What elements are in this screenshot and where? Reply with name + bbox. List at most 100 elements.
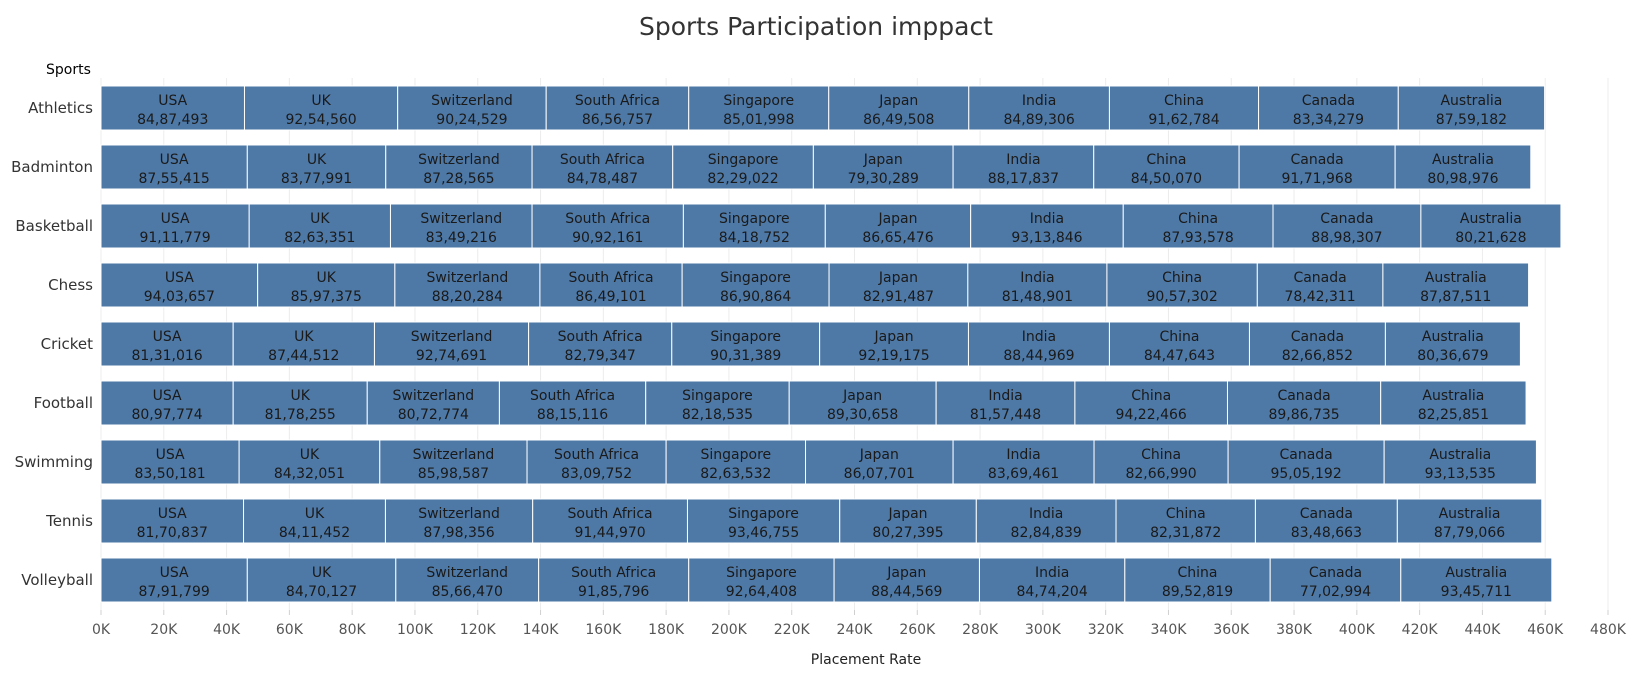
segment-value-label: 82,66,852 bbox=[1282, 348, 1353, 364]
row-label: Swimming bbox=[15, 453, 93, 471]
bar-segment bbox=[1238, 144, 1396, 190]
segment-value-label: 88,44,969 bbox=[1003, 348, 1074, 364]
bar-segment bbox=[373, 321, 530, 367]
row-label: Football bbox=[34, 394, 93, 412]
bar-segment bbox=[824, 203, 972, 249]
segment-value-label: 95,05,192 bbox=[1270, 466, 1341, 482]
segment-value-label: 81,78,255 bbox=[265, 407, 336, 423]
bar-segment bbox=[246, 144, 387, 190]
segment-value-label: 82,66,990 bbox=[1125, 466, 1196, 482]
x-axis: 0K 20K 40K 60K 80K 100K 120K 140K 160K 180K 200K 22… bbox=[92, 610, 1627, 638]
segment-country-label: Australia bbox=[1425, 270, 1487, 286]
bar-segment bbox=[970, 203, 1124, 249]
bar-segment bbox=[935, 380, 1076, 426]
segment-value-label: 83,69,461 bbox=[988, 466, 1059, 482]
segment-country-label: Canada bbox=[1290, 152, 1343, 168]
segment-value-label: 92,19,175 bbox=[858, 348, 929, 364]
x-tick-label: 60K bbox=[276, 622, 304, 638]
segment-country-label: Canada bbox=[1320, 211, 1373, 227]
bar-segment bbox=[385, 144, 533, 190]
segment-country-label: South Africa bbox=[565, 211, 650, 227]
x-tick-label: 140K bbox=[523, 622, 560, 638]
segment-country-label: UK bbox=[317, 270, 337, 286]
bar-segment bbox=[1108, 321, 1250, 367]
segment-value-label: 91,44,970 bbox=[574, 525, 645, 541]
segment-country-label: Australia bbox=[1432, 152, 1494, 168]
segment-country-label: Australia bbox=[1422, 388, 1484, 404]
segment-value-label: 87,87,511 bbox=[1420, 289, 1491, 305]
row-label: Basketball bbox=[15, 217, 93, 235]
segment-value-label: 89,52,819 bbox=[1162, 584, 1233, 600]
segment-value-label: 82,31,872 bbox=[1150, 525, 1221, 541]
segment-country-label: India bbox=[1006, 447, 1040, 463]
bar-segment bbox=[1269, 557, 1402, 603]
segment-country-label: Switzerland bbox=[418, 506, 500, 522]
segment-value-label: 84,32,051 bbox=[274, 466, 345, 482]
x-tick-label: 160K bbox=[585, 622, 622, 638]
segment-country-label: Singapore bbox=[728, 506, 799, 522]
segment-value-label: 84,74,204 bbox=[1017, 584, 1088, 600]
segment-country-label: Singapore bbox=[710, 329, 781, 345]
bar-segment bbox=[384, 498, 534, 544]
segment-value-label: 93,46,755 bbox=[728, 525, 799, 541]
segment-country-label: South Africa bbox=[568, 506, 653, 522]
bar-segment bbox=[1272, 203, 1422, 249]
x-tick-label: 200K bbox=[711, 622, 748, 638]
segment-value-label: 90,24,529 bbox=[436, 112, 507, 128]
segment-value-label: 84,18,752 bbox=[719, 230, 790, 246]
bar-segment bbox=[243, 85, 399, 131]
segment-value-label: 84,70,127 bbox=[286, 584, 357, 600]
segment-value-label: 82,29,022 bbox=[707, 171, 778, 187]
bar-segment bbox=[498, 380, 647, 426]
bar-segment bbox=[538, 557, 690, 603]
segment-country-label: Switzerland bbox=[413, 447, 495, 463]
row-header-label: Sports bbox=[46, 62, 91, 78]
chart-title: Sports Participation imppact bbox=[639, 12, 993, 41]
x-axis-title: Placement Rate bbox=[811, 652, 921, 668]
segment-country-label: South Africa bbox=[530, 388, 615, 404]
segment-value-label: 83,77,991 bbox=[281, 171, 352, 187]
segment-value-label: 84,78,487 bbox=[567, 171, 638, 187]
segment-value-label: 91,62,784 bbox=[1148, 112, 1219, 128]
segment-country-label: UK bbox=[310, 211, 330, 227]
bar-segment bbox=[100, 144, 248, 190]
bar-segment bbox=[100, 439, 240, 485]
x-tick-label: 120K bbox=[460, 622, 497, 638]
segment-country-label: India bbox=[1022, 329, 1056, 345]
segment-value-label: 82,63,351 bbox=[284, 230, 355, 246]
bar-segment bbox=[805, 439, 954, 485]
segment-country-label: Canada bbox=[1293, 270, 1346, 286]
bar-segment bbox=[1380, 380, 1527, 426]
segment-country-label: Japan bbox=[888, 506, 928, 522]
x-tick-label: 280K bbox=[962, 622, 999, 638]
bar-segment bbox=[257, 262, 396, 308]
bar-segment bbox=[1106, 262, 1258, 308]
x-tick-label: 220K bbox=[774, 622, 811, 638]
x-tick-label: 180K bbox=[648, 622, 685, 638]
x-tick-label: 240K bbox=[837, 622, 874, 638]
segment-value-label: 87,93,578 bbox=[1162, 230, 1233, 246]
segment-country-label: South Africa bbox=[568, 270, 653, 286]
row-label: Chess bbox=[48, 276, 93, 294]
bar-row: USA 87,55,415 UK 83,77,991 Switzerland 87,28,… bbox=[100, 144, 1532, 190]
segment-value-label: 86,07,701 bbox=[844, 466, 915, 482]
segment-value-label: 87,91,799 bbox=[139, 584, 210, 600]
segment-country-label: Australia bbox=[1439, 506, 1501, 522]
segment-country-label: Singapore bbox=[708, 152, 779, 168]
bar-row: USA 83,50,181 UK 84,32,051 Switzerland 85,98,… bbox=[100, 439, 1537, 485]
bar-segment bbox=[1124, 557, 1271, 603]
segment-value-label: 92,74,691 bbox=[416, 348, 487, 364]
segment-country-label: Australia bbox=[1445, 565, 1507, 581]
row-label: Tennis bbox=[45, 512, 93, 530]
segment-value-label: 87,59,182 bbox=[1436, 112, 1507, 128]
segment-value-label: 83,50,181 bbox=[134, 466, 205, 482]
x-tick-label: 400K bbox=[1339, 622, 1376, 638]
segment-value-label: 86,56,757 bbox=[582, 112, 653, 128]
segment-country-label: Switzerland bbox=[392, 388, 474, 404]
segment-value-label: 80,21,628 bbox=[1455, 230, 1526, 246]
segment-country-label: India bbox=[1020, 270, 1054, 286]
segment-country-label: Japan bbox=[886, 565, 926, 581]
bar-segment bbox=[531, 203, 684, 249]
bar-segment bbox=[1394, 144, 1532, 190]
row-label: Badminton bbox=[11, 158, 93, 176]
